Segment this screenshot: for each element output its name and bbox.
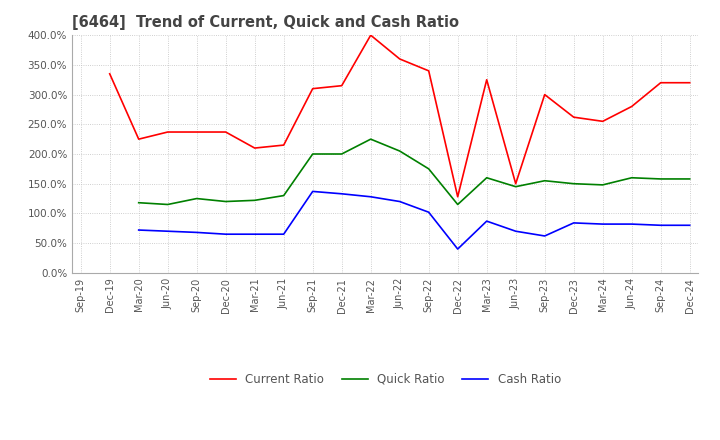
Quick Ratio [221, 199, 230, 204]
Current Ratio [221, 129, 230, 135]
Current Ratio [657, 80, 665, 85]
Quick Ratio [192, 196, 201, 201]
Current Ratio [627, 104, 636, 109]
Current Ratio [135, 136, 143, 142]
Cash Ratio [366, 194, 375, 199]
Cash Ratio [135, 227, 143, 233]
Cash Ratio [627, 221, 636, 227]
Current Ratio [395, 56, 404, 62]
Cash Ratio [76, 209, 85, 214]
Quick Ratio [279, 193, 288, 198]
Quick Ratio [135, 200, 143, 205]
Quick Ratio [251, 198, 259, 203]
Current Ratio [541, 92, 549, 97]
Cash Ratio [541, 233, 549, 238]
Quick Ratio [511, 184, 520, 189]
Quick Ratio [163, 202, 172, 207]
Quick Ratio [395, 148, 404, 154]
Cash Ratio [598, 221, 607, 227]
Text: [6464]  Trend of Current, Quick and Cash Ratio: [6464] Trend of Current, Quick and Cash … [72, 15, 459, 30]
Current Ratio [105, 71, 114, 77]
Cash Ratio [308, 189, 317, 194]
Quick Ratio [627, 175, 636, 180]
Current Ratio [192, 129, 201, 135]
Current Ratio [570, 114, 578, 120]
Cash Ratio [251, 231, 259, 237]
Line: Cash Ratio: Cash Ratio [81, 191, 690, 249]
Quick Ratio [685, 176, 694, 182]
Current Ratio [163, 129, 172, 135]
Current Ratio [685, 80, 694, 85]
Current Ratio [598, 119, 607, 124]
Current Ratio [424, 68, 433, 73]
Quick Ratio [657, 176, 665, 182]
Line: Current Ratio: Current Ratio [109, 35, 690, 197]
Quick Ratio [338, 151, 346, 157]
Legend: Current Ratio, Quick Ratio, Cash Ratio: Current Ratio, Quick Ratio, Cash Ratio [204, 368, 566, 390]
Quick Ratio [424, 166, 433, 172]
Cash Ratio [511, 229, 520, 234]
Cash Ratio [192, 230, 201, 235]
Cash Ratio [221, 231, 230, 237]
Current Ratio [454, 194, 462, 199]
Current Ratio [511, 181, 520, 186]
Current Ratio [251, 145, 259, 150]
Quick Ratio [570, 181, 578, 186]
Cash Ratio [657, 223, 665, 228]
Cash Ratio [685, 223, 694, 228]
Current Ratio [482, 77, 491, 82]
Cash Ratio [279, 231, 288, 237]
Cash Ratio [395, 199, 404, 204]
Quick Ratio [598, 182, 607, 187]
Current Ratio [338, 83, 346, 88]
Quick Ratio [454, 202, 462, 207]
Current Ratio [279, 143, 288, 148]
Quick Ratio [308, 151, 317, 157]
Quick Ratio [541, 178, 549, 183]
Line: Quick Ratio: Quick Ratio [81, 139, 690, 205]
Quick Ratio [482, 175, 491, 180]
Cash Ratio [424, 209, 433, 215]
Cash Ratio [454, 246, 462, 252]
Quick Ratio [76, 161, 85, 167]
Current Ratio [308, 86, 317, 91]
Cash Ratio [482, 219, 491, 224]
Cash Ratio [570, 220, 578, 226]
Cash Ratio [338, 191, 346, 196]
Current Ratio [366, 33, 375, 38]
Quick Ratio [366, 136, 375, 142]
Cash Ratio [163, 229, 172, 234]
